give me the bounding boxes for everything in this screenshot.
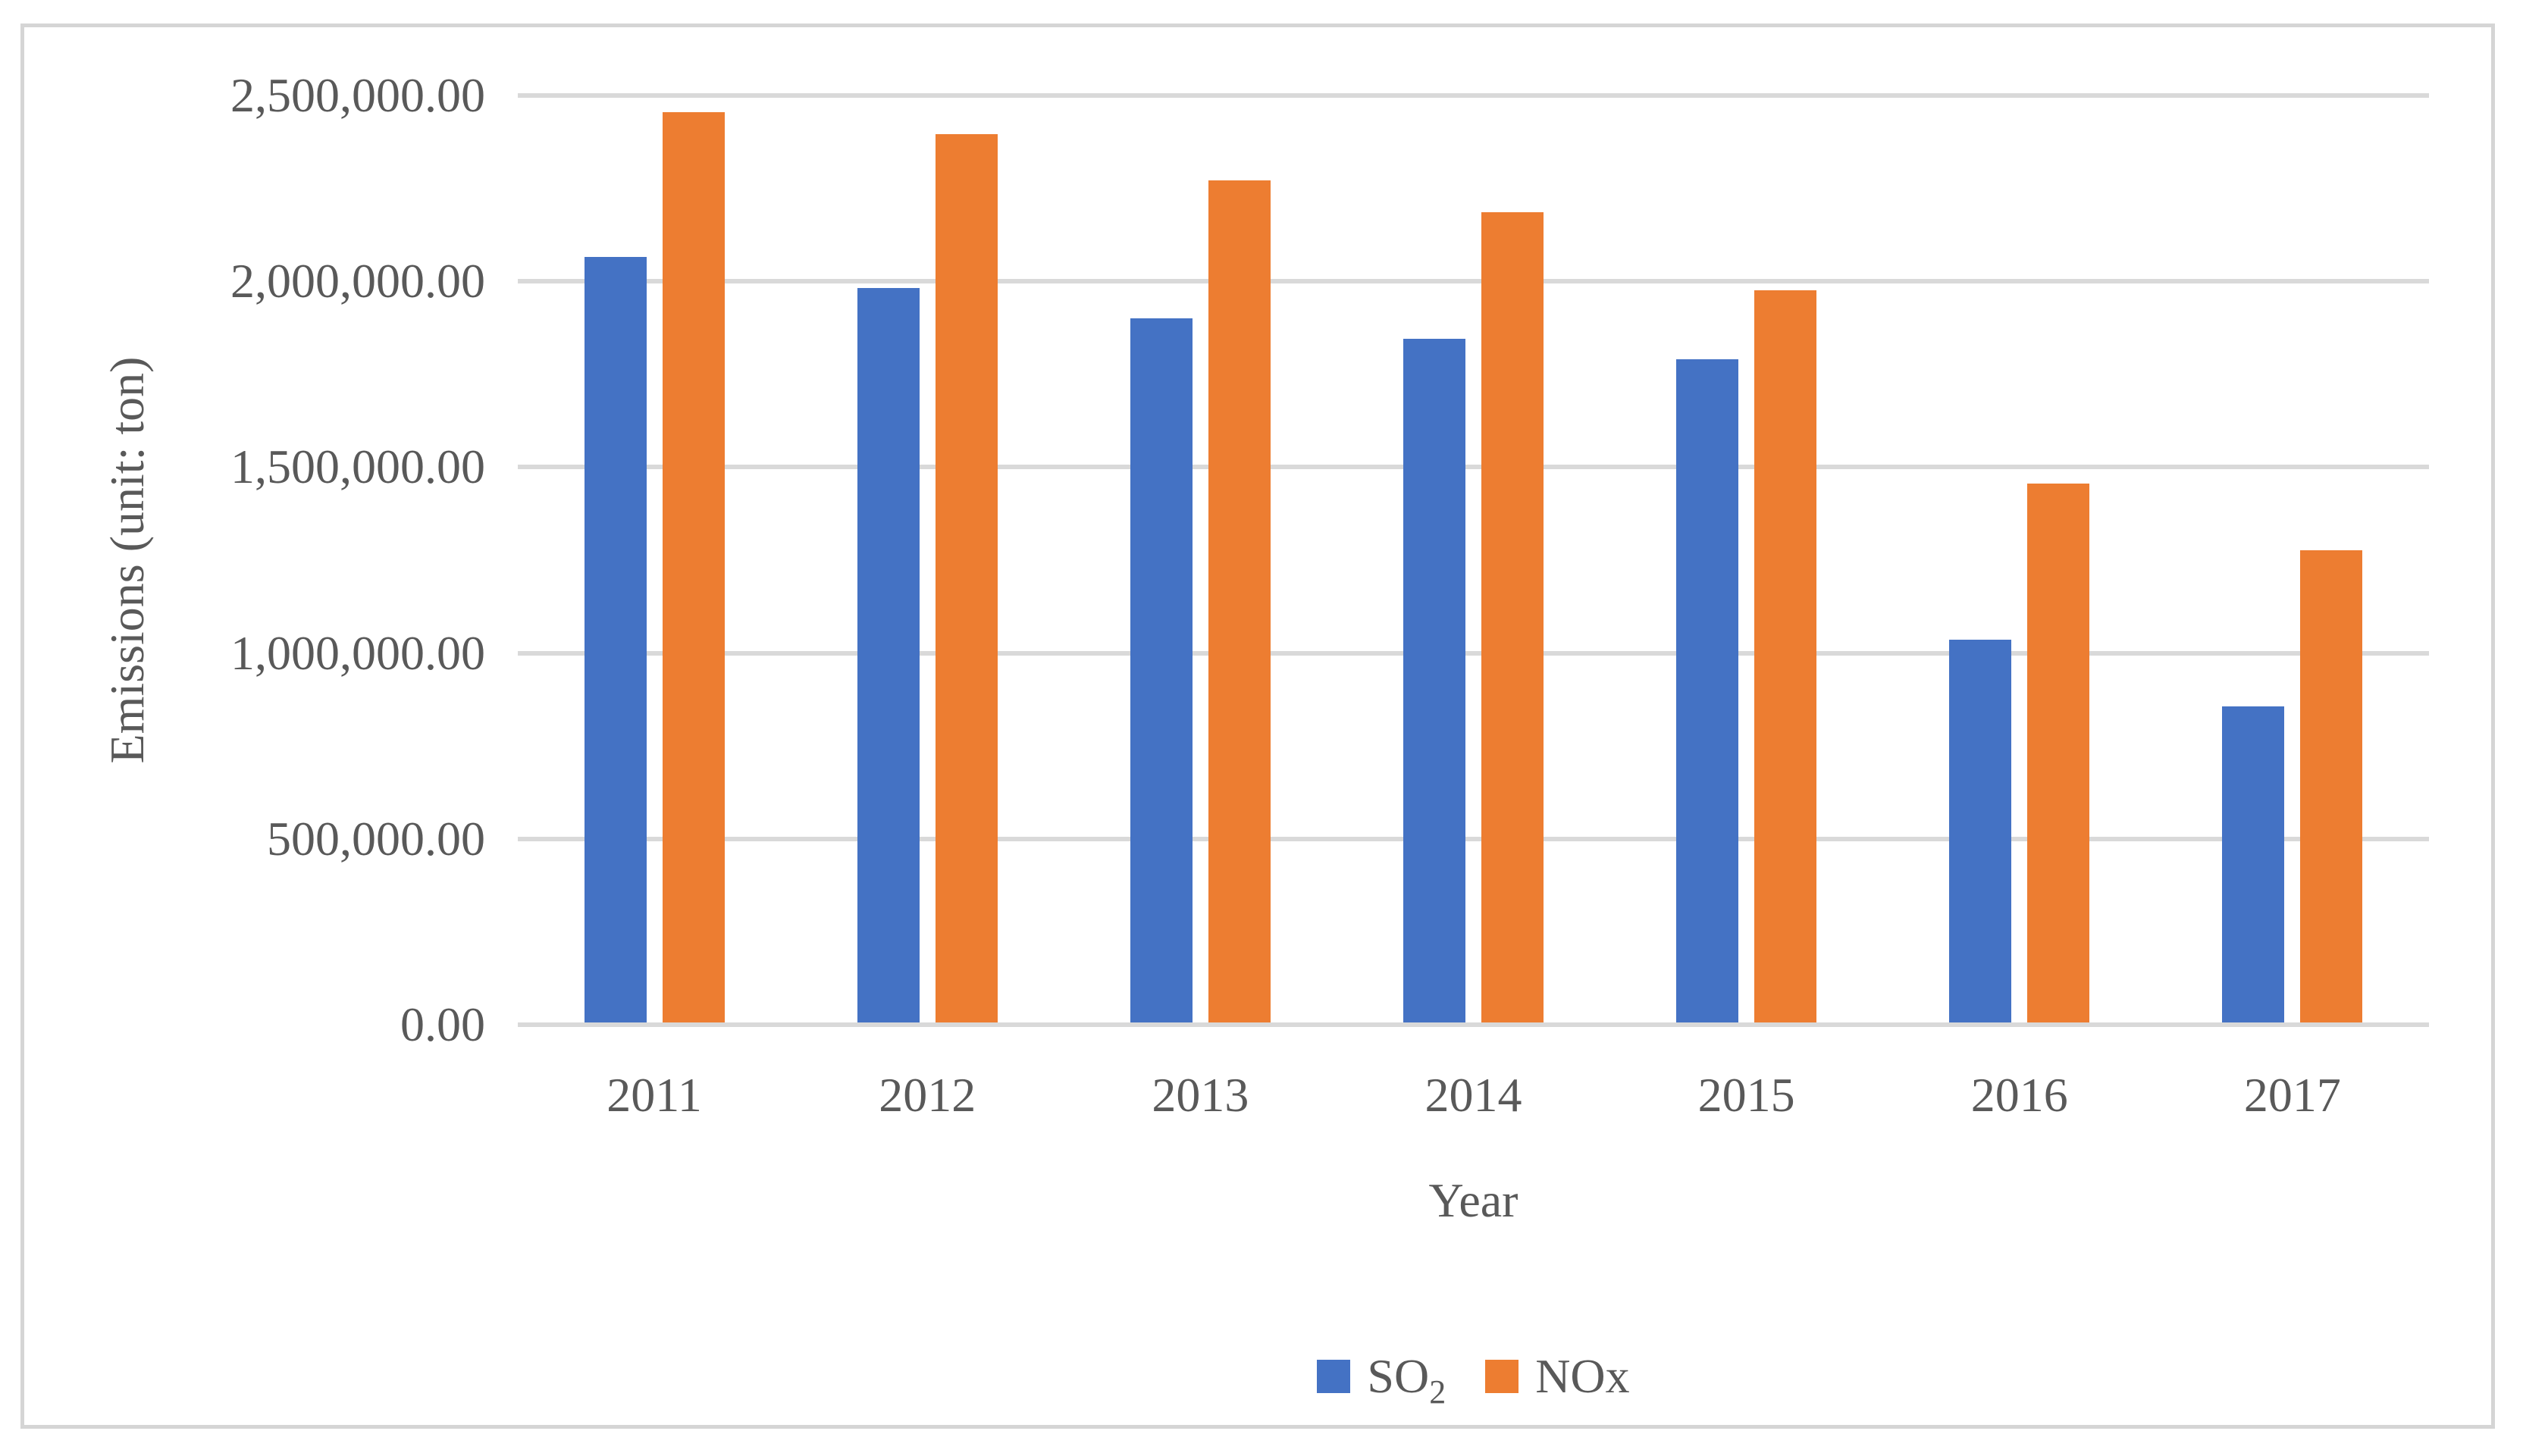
y-tick-label-500,000.00: 500,000.00	[267, 811, 485, 866]
bar-so2-2017	[2222, 706, 2284, 1022]
x-tick-label-2017: 2017	[2243, 1068, 2341, 1122]
x-axis-line	[518, 1022, 2429, 1027]
x-tick-label-2012: 2012	[879, 1068, 976, 1122]
bar-nox-2015	[1754, 290, 1816, 1022]
bar-nox-2016	[2027, 484, 2089, 1022]
y-tick-label-1,000,000.00: 1,000,000.00	[230, 625, 485, 680]
bar-so2-2012	[857, 288, 920, 1022]
gridline-2500000	[518, 93, 2429, 98]
legend-item-so2: SO2	[1317, 1349, 1446, 1411]
plot-area	[518, 93, 2429, 1027]
x-tick-label-2014: 2014	[1424, 1068, 1522, 1122]
bar-nox-2013	[1208, 180, 1271, 1022]
bar-nox-2011	[663, 112, 725, 1022]
x-tick-label-2011: 2011	[606, 1068, 702, 1122]
legend-label-so2: SO2	[1367, 1349, 1446, 1411]
x-axis-title: Year	[1428, 1173, 1519, 1227]
legend-swatch-nox	[1485, 1360, 1519, 1393]
bar-so2-2015	[1676, 359, 1738, 1022]
gridline-1000000	[518, 651, 2429, 656]
gridline-500000	[518, 837, 2429, 841]
bar-nox-2012	[936, 134, 998, 1022]
legend-label-nox: NOx	[1535, 1349, 1630, 1403]
x-tick-label-2015: 2015	[1697, 1068, 1795, 1122]
bar-so2-2014	[1403, 339, 1465, 1022]
legend: SO2 NOx	[518, 1349, 2429, 1411]
y-tick-label-2,500,000.00: 2,500,000.00	[230, 68, 485, 122]
gridline-2000000	[518, 279, 2429, 283]
bar-nox-2017	[2300, 550, 2362, 1022]
x-tick-label-2016: 2016	[1970, 1068, 2068, 1122]
y-tick-label-1,500,000.00: 1,500,000.00	[230, 440, 485, 494]
gridline-1500000	[518, 465, 2429, 469]
bar-so2-2016	[1949, 640, 2011, 1022]
bar-nox-2014	[1481, 212, 1544, 1022]
y-tick-label-2,000,000.00: 2,000,000.00	[230, 254, 485, 308]
bar-so2-2011	[585, 257, 647, 1022]
y-tick-label-0.00: 0.00	[400, 997, 485, 1051]
bar-so2-2013	[1130, 318, 1193, 1022]
legend-item-nox: NOx	[1485, 1349, 1630, 1404]
legend-swatch-so2	[1317, 1360, 1351, 1393]
x-tick-label-2013: 2013	[1152, 1068, 1249, 1122]
y-axis-title: Emissions (unit: ton)	[100, 356, 154, 764]
